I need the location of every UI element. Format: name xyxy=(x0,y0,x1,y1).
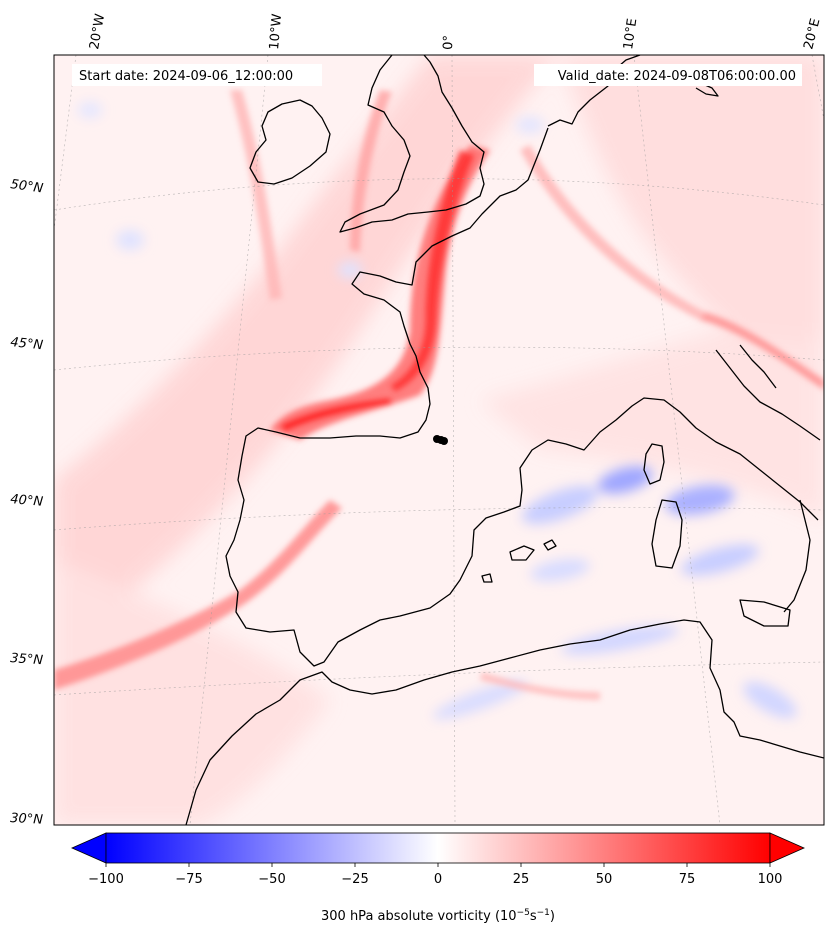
colorbar-tick-label: 0 xyxy=(434,872,442,887)
coastline-ireland xyxy=(249,99,331,185)
lat-label-40n: 40°N xyxy=(10,492,44,510)
colorbar: −100 −75 −50 −25 0 25 50 75 100 300 hPa absolute… xyxy=(71,832,805,924)
valid-date-label: Valid_date: 2024-09-08T06:00:00.00 xyxy=(558,69,796,84)
colorbar-tick-label: −25 xyxy=(341,872,368,887)
longitude-labels: 20°W 10°W 0° 10°E 20°E xyxy=(87,13,823,51)
lon-label-20w: 20°W xyxy=(87,13,108,51)
graticule xyxy=(54,55,824,825)
colorbar-tick-label: 25 xyxy=(513,872,530,887)
map-frame xyxy=(53,54,825,826)
coastline-istria xyxy=(739,344,777,389)
colorbar-body xyxy=(105,832,771,864)
coastline-britain xyxy=(339,55,485,233)
coastline-sardinia xyxy=(651,499,683,569)
vorticity-field-weak-positive xyxy=(54,55,824,825)
start-date-label: Start date: 2024-09-06_12:00:00 xyxy=(79,69,293,84)
lon-label-0: 0° xyxy=(441,35,457,50)
colorbar-tick-label: −75 xyxy=(175,872,202,887)
colorbar-tick-label: −100 xyxy=(88,872,124,887)
lat-label-35n: 35°N xyxy=(10,651,44,668)
coastline-north-africa xyxy=(185,619,824,825)
start-date-box xyxy=(72,64,322,86)
coastline-sicily xyxy=(739,599,791,627)
lat-label-45n: 45°N xyxy=(10,335,44,353)
valid-date-box xyxy=(534,64,802,86)
coastline-balearics xyxy=(509,545,535,561)
colorbar-max-extension xyxy=(769,832,805,864)
colorbar-tick-label: −50 xyxy=(258,872,285,887)
colorbar-tick-label: 75 xyxy=(679,872,696,887)
vorticity-field-strong-positive xyxy=(54,90,824,700)
lat-label-30n: 30°N xyxy=(10,811,44,828)
colorbar-tick-label: 50 xyxy=(596,872,613,887)
coastline-italy-boot xyxy=(783,499,811,613)
lon-label-10e: 10°E xyxy=(621,18,640,51)
colorbar-label: 300 hPa absolute vorticity (10−5s−1) xyxy=(321,908,555,924)
lon-label-20e: 20°E xyxy=(801,17,823,51)
colorbar-min-extension xyxy=(71,832,107,864)
low-pressure-marker xyxy=(433,435,448,445)
latitude-labels: 50°N 45°N 40°N 35°N 30°N xyxy=(9,177,44,828)
coastline-continent xyxy=(225,127,819,667)
lat-label-50n: 50°N xyxy=(9,177,44,196)
map-panel: Start date: 2024-09-06_12:00:00 Valid_da… xyxy=(54,55,824,825)
coastline-corsica xyxy=(643,443,665,485)
colorbar-ticks: −100 −75 −50 −25 0 25 50 75 100 xyxy=(88,863,782,887)
coastline-italy-adriatic xyxy=(715,349,821,441)
colorbar-tick-label: 100 xyxy=(758,872,783,887)
lon-label-10w: 10°W xyxy=(267,13,285,50)
